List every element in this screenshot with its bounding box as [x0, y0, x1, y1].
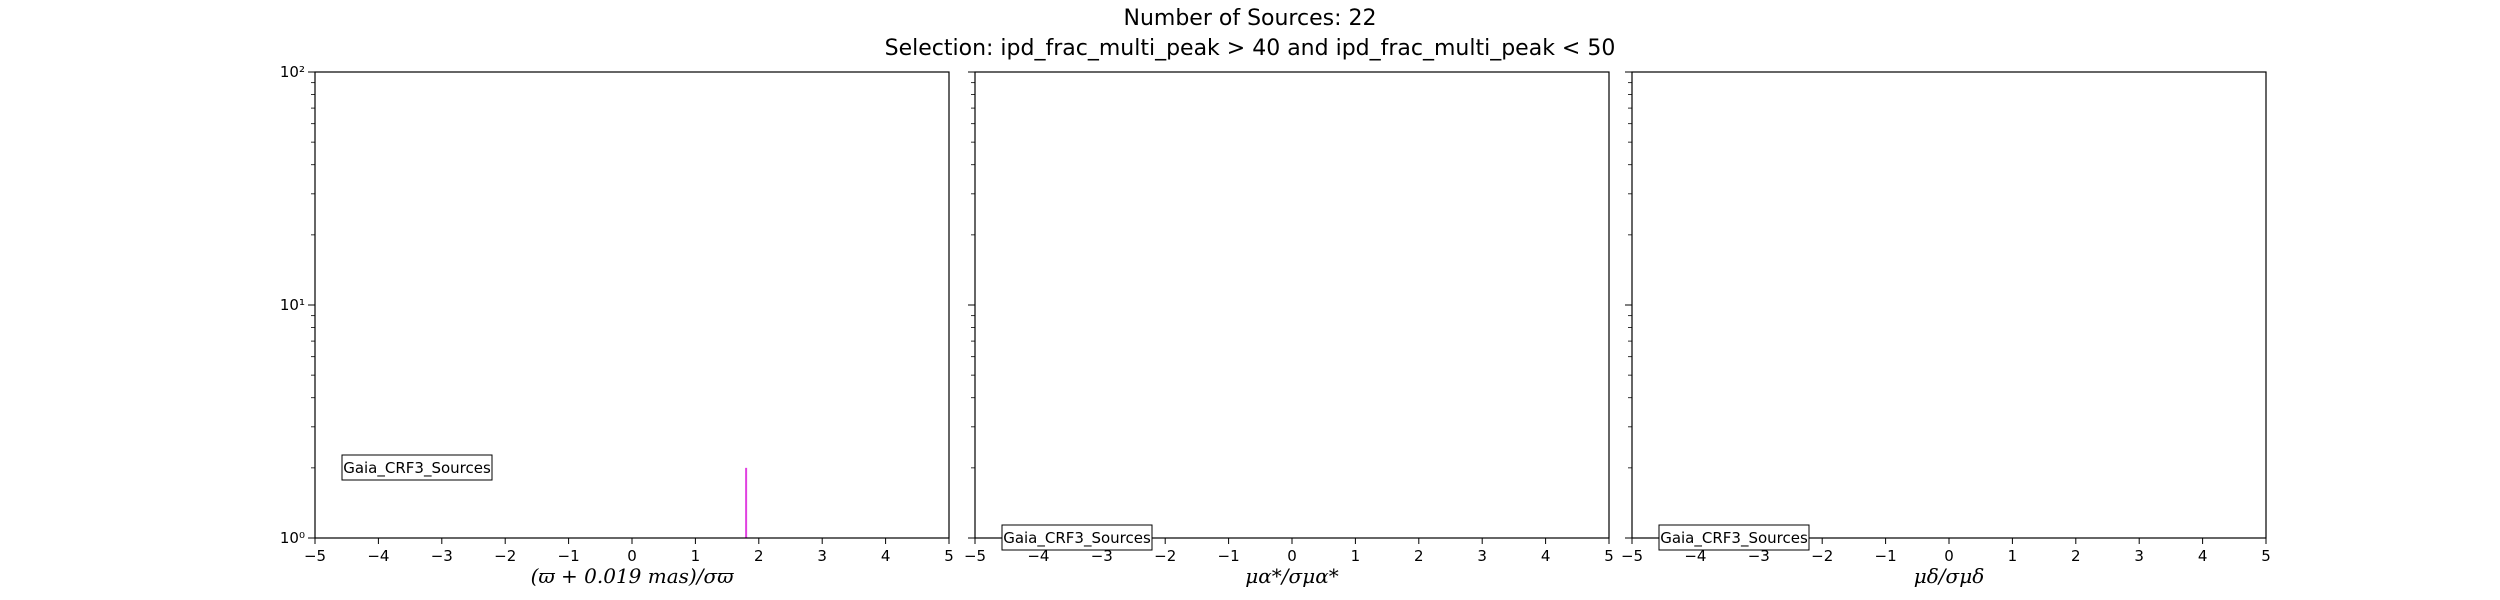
- panel-2: −5 −4 −3 −2 −1 0 1 2 3 4 5 μα*/σμα* Gaia_CRF3_Source…: [964, 71, 1614, 588]
- y-tick-label: 10²: [280, 63, 305, 81]
- y-tick-label: 10¹: [280, 296, 305, 314]
- x-tick-label: −2: [1811, 547, 1833, 565]
- x-tick-label: 5: [944, 547, 954, 565]
- legend-box: [1001, 524, 1153, 551]
- x-tick-label: 4: [1541, 547, 1551, 565]
- x-tick-label: −3: [1748, 547, 1770, 565]
- x-tick-label: −5: [1621, 547, 1643, 565]
- x-tick-label: 5: [2261, 547, 2271, 565]
- x-tick-label: −4: [1684, 547, 1706, 565]
- x-axis-label: μδ/σμδ: [1914, 564, 1984, 588]
- legend: Gaia_CRF3_Sources: [341, 454, 493, 481]
- x-tick-label: −1: [1218, 547, 1240, 565]
- x-tick-label: 2: [2071, 547, 2081, 565]
- legend: Gaia_CRF3_Sources: [1658, 524, 1810, 551]
- legend-text: Gaia_CRF3_Sources: [343, 459, 491, 478]
- panel-3: −5 −4 −3 −2 −1 0 1 2 3 4 5 μδ/σμδ Gaia_CRF3_Sources: [1621, 71, 2271, 588]
- legend-text: Gaia_CRF3_Sources: [1660, 529, 1808, 548]
- panel-1: −5 −4 −3 −2 −1 0 1 2 3 4 5 10⁰ 10¹ 10² (ϖ + 0.019 mas)…: [280, 63, 954, 588]
- x-tick-label: −2: [494, 547, 516, 565]
- x-axis-label: (ϖ + 0.019 mas)/σϖ: [531, 564, 735, 588]
- x-tick-label: 3: [1477, 547, 1487, 565]
- x-tick-label: 0: [1287, 547, 1297, 565]
- x-tick-label: −3: [1091, 547, 1113, 565]
- legend: Gaia_CRF3_Sources: [1001, 524, 1153, 551]
- x-tick-label: −3: [431, 547, 453, 565]
- x-tick-label: 4: [881, 547, 891, 565]
- x-tick-label: 2: [1414, 547, 1424, 565]
- x-tick-label: −2: [1154, 547, 1176, 565]
- x-tick-label: 3: [2134, 547, 2144, 565]
- x-tick-label: −1: [558, 547, 580, 565]
- bar-1-1: [745, 467, 748, 538]
- x-tick-label: 0: [627, 547, 637, 565]
- figure-title-line1: Number of Sources: 22: [1124, 6, 1377, 31]
- figure-title-line2: Selection: ipd_frac_multi_peak > 40 and …: [885, 36, 1616, 61]
- x-axis-label: μα*/σμα*: [1245, 564, 1338, 588]
- y-tick-label: 10⁰: [280, 529, 305, 547]
- x-tick-label: −4: [367, 547, 389, 565]
- x-tick-label: 5: [1604, 547, 1614, 565]
- x-tick-label: 2: [754, 547, 764, 565]
- x-tick-label: 1: [2008, 547, 2018, 565]
- x-tick-label: −5: [304, 547, 326, 565]
- x-tick-label: 3: [817, 547, 827, 565]
- x-tick-label: 1: [1351, 547, 1361, 565]
- x-tick-label: 1: [691, 547, 701, 565]
- panels: −5 −4 −3 −2 −1 0 1 2 3 4 5 10⁰ 10¹ 10² (ϖ + 0.019 mas)…: [280, 63, 2271, 588]
- plot-frame: [1631, 71, 2267, 539]
- x-tick-label: −5: [964, 547, 986, 565]
- x-tick-label: 0: [1944, 547, 1954, 565]
- x-tick-label: −4: [1027, 547, 1049, 565]
- legend-box: [341, 454, 493, 481]
- x-tick-label: −1: [1875, 547, 1897, 565]
- legend-text: Gaia_CRF3_Sources: [1003, 529, 1151, 548]
- plot-frame: [974, 71, 1610, 539]
- legend-box: [1658, 524, 1810, 551]
- x-tick-label: 4: [2198, 547, 2208, 565]
